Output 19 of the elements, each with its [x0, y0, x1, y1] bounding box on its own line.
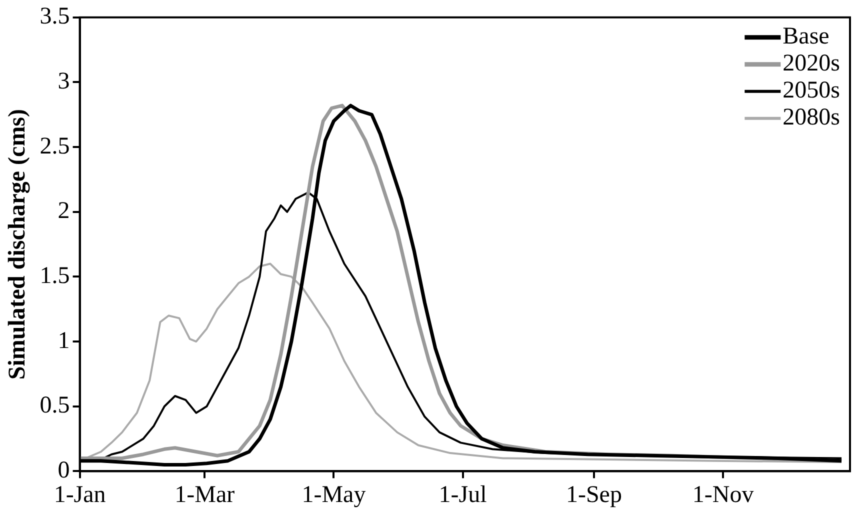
- y-tick-label: 2.5: [40, 133, 70, 160]
- x-tick-label: 1-May: [302, 482, 366, 508]
- y-tick-label: 1: [58, 328, 70, 354]
- y-tick-label: 3.5: [40, 4, 70, 30]
- y-tick-label: 2: [58, 198, 70, 224]
- y-tick-label: 0: [58, 457, 70, 484]
- legend-label: Base: [782, 24, 830, 50]
- legend-label: 2080s: [782, 104, 840, 131]
- x-tick-label: 1-Sep: [566, 482, 622, 508]
- legend-label: 2020s: [782, 50, 840, 77]
- y-tick-label: 1.5: [40, 263, 70, 290]
- y-tick-label: 3: [58, 68, 70, 95]
- x-tick-label: 1-Jan: [54, 482, 106, 508]
- legend-label: 2050s: [782, 78, 840, 104]
- x-tick-label: 1-Nov: [692, 482, 754, 508]
- y-axis-title: Simulated discharge (cms): [4, 108, 31, 380]
- y-tick-label: 0.5: [40, 392, 70, 419]
- x-tick-label: 1-Mar: [174, 482, 235, 508]
- x-tick-label: 1-Jul: [438, 482, 488, 508]
